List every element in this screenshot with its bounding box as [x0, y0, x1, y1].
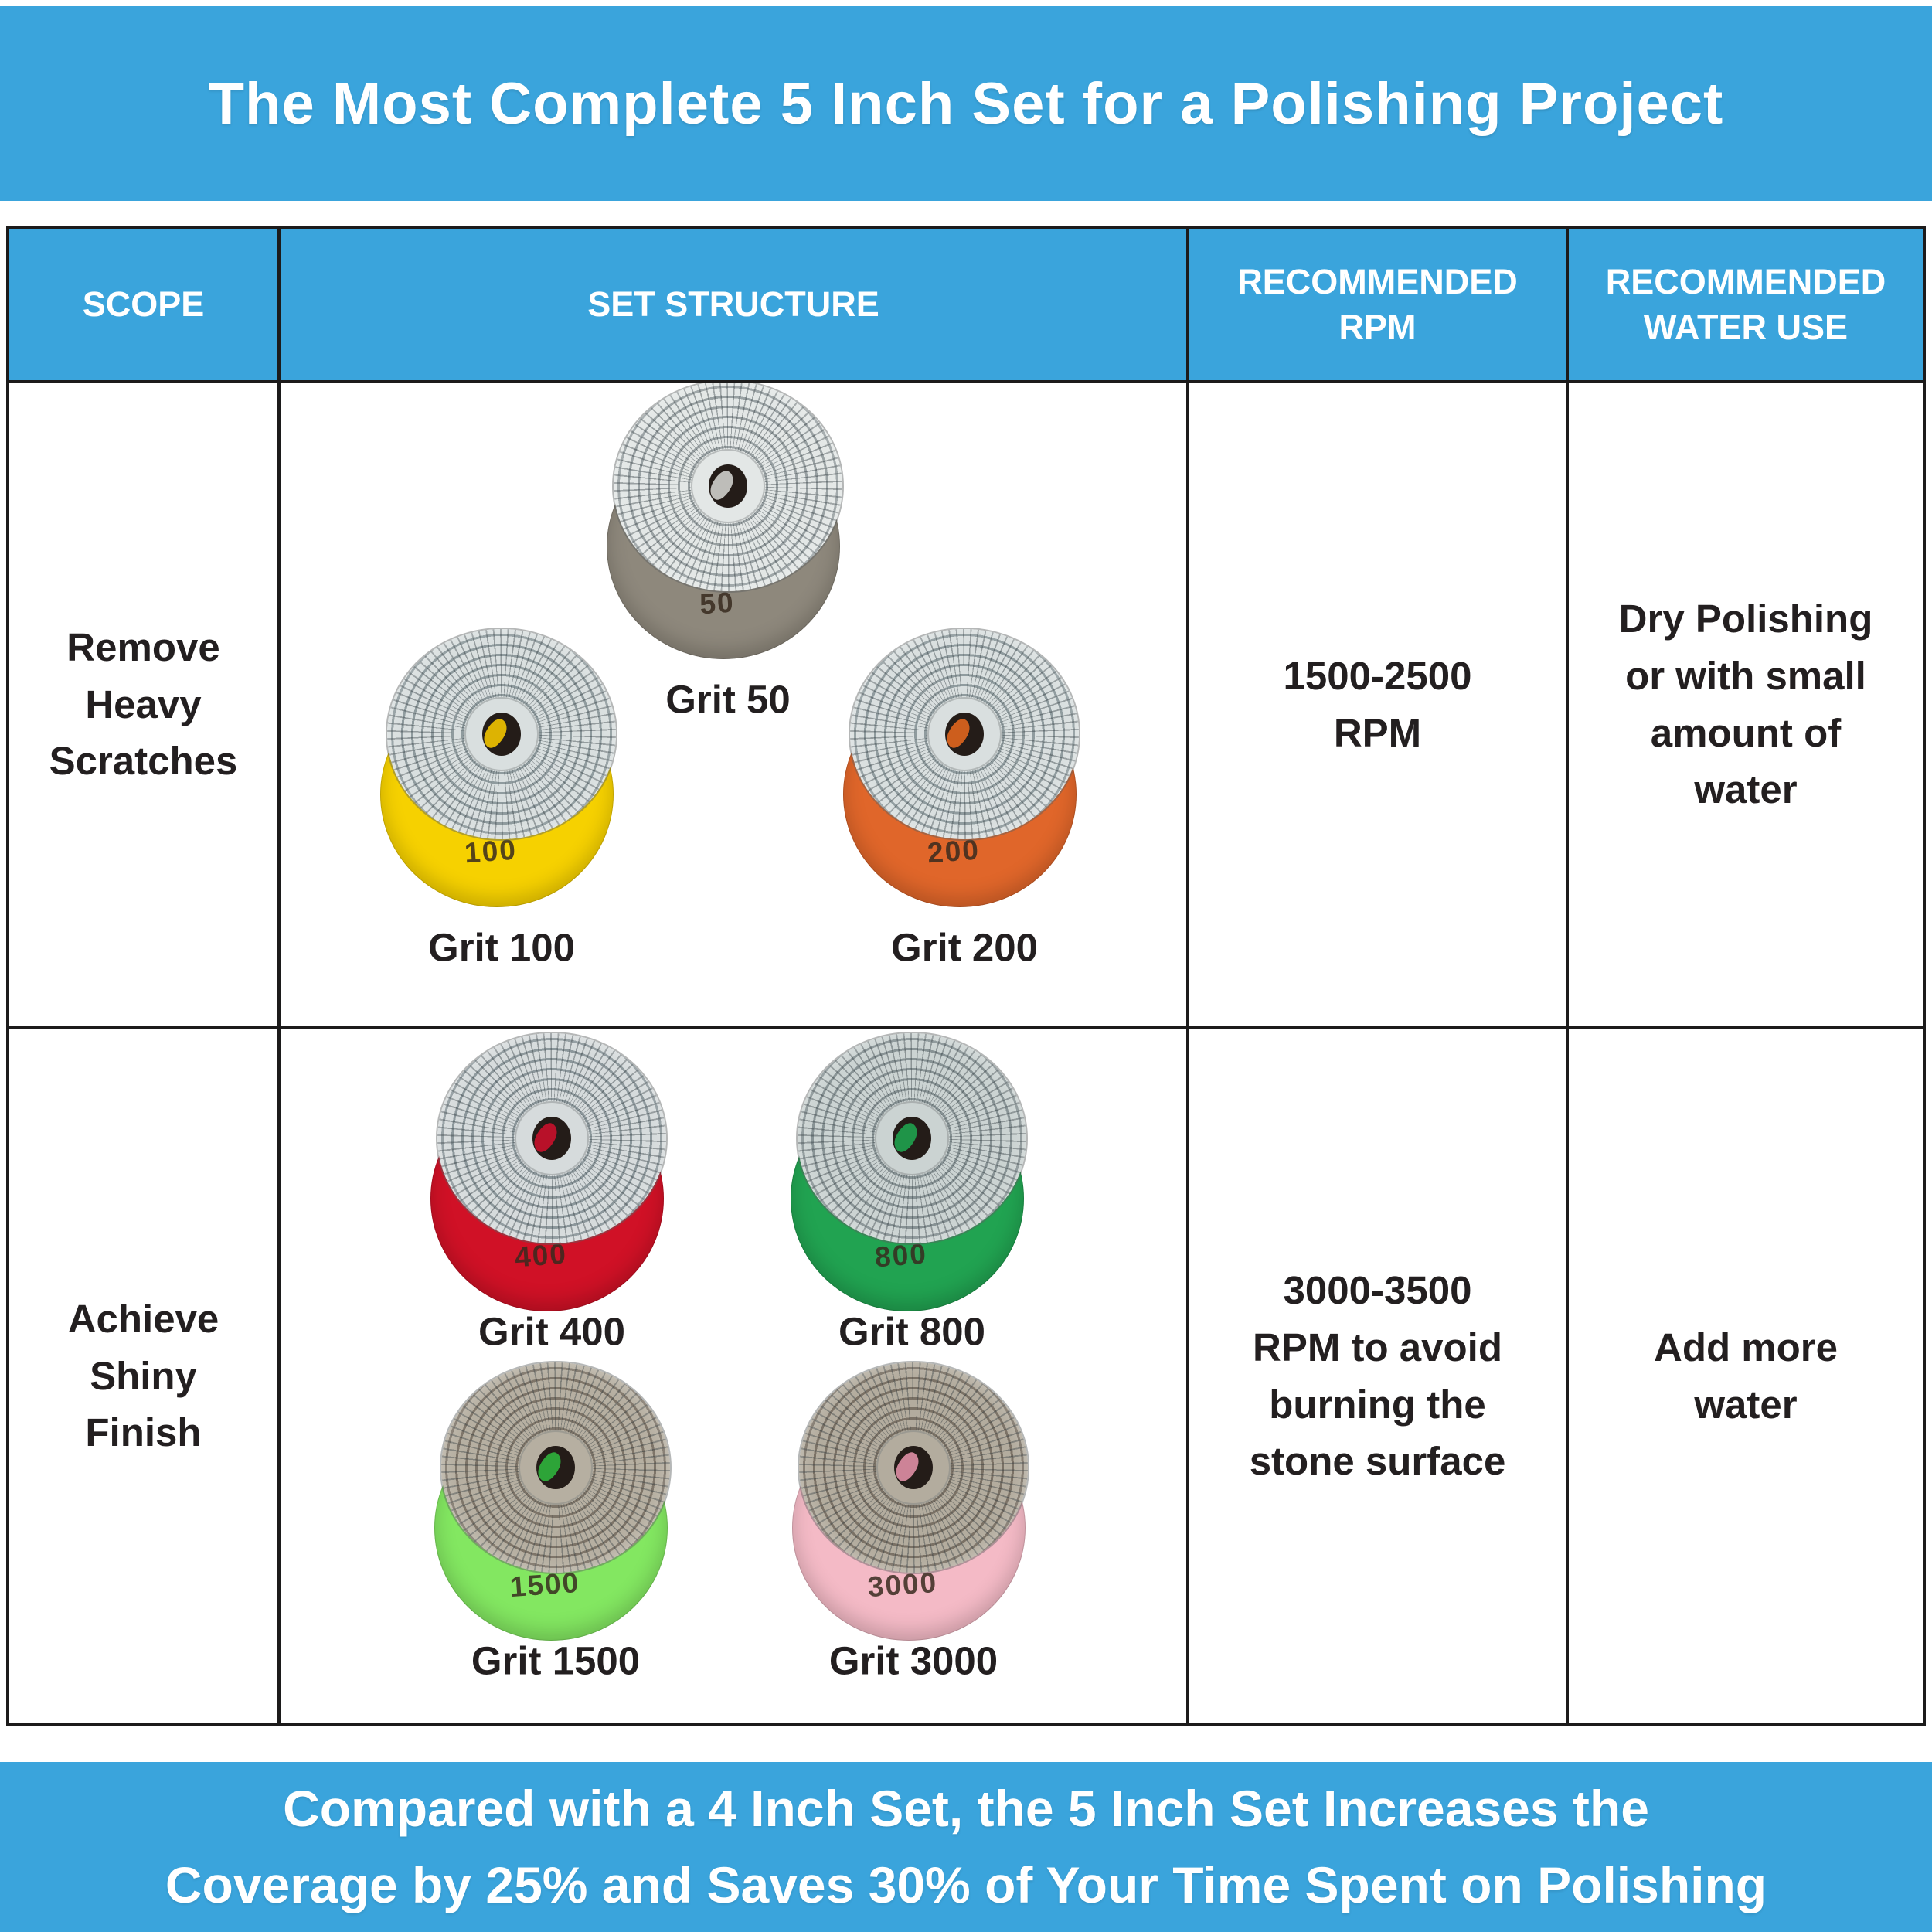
disc-center-hole — [894, 1446, 933, 1489]
set-structure-cell-row2: 400 Grit 400 800 Grit 80 — [281, 1029, 1186, 1723]
rpm-cell-row1: 1500-2500 RPM — [1189, 383, 1566, 1026]
diamond-disc — [387, 629, 616, 839]
swirl-logo-icon — [536, 1448, 565, 1485]
scope-cell-row2: Achieve Shiny Finish — [9, 1029, 277, 1723]
footer-text-line1: Compared with a 4 Inch Set, the 5 Inch S… — [283, 1780, 1649, 1837]
water-cell-row1: Dry Polishing or with small amount of wa… — [1569, 383, 1923, 1026]
pad-grit-label: Grit 200 — [891, 925, 1038, 970]
diamond-disc — [437, 1033, 666, 1243]
grit-number: 200 — [926, 833, 981, 869]
swirl-logo-icon — [894, 1448, 923, 1485]
disc-center-hole — [482, 713, 521, 756]
header-banner: The Most Complete 5 Inch Set for a Polis… — [0, 6, 1932, 201]
swirl-logo-icon — [893, 1119, 921, 1156]
disc-center-hole — [893, 1117, 931, 1160]
diamond-disc — [798, 1033, 1026, 1243]
set-structure-cell-row1: 50 Grit 50 100 Grit 100 — [281, 383, 1186, 1026]
swirl-logo-icon — [482, 715, 511, 752]
diamond-disc — [441, 1362, 670, 1573]
poster-title: The Most Complete 5 Inch Set for a Polis… — [208, 70, 1724, 137]
diamond-disc — [850, 629, 1079, 839]
pad-grit-label: Grit 800 — [838, 1309, 985, 1354]
grit-number: 50 — [699, 586, 736, 621]
pad-grit-label: Grit 400 — [478, 1309, 625, 1354]
pad-grit-label: Grit 3000 — [828, 1638, 998, 1683]
disc-center-hole — [532, 1117, 571, 1160]
disc-center-hole — [709, 464, 747, 508]
disc-center-hole — [945, 713, 984, 756]
water-cell-row2: Add more water — [1569, 1029, 1923, 1723]
scope-cell-row1: Remove Heavy Scratches — [9, 383, 277, 1026]
pad-grit-label: Grit 1500 — [471, 1638, 641, 1683]
swirl-logo-icon — [709, 467, 737, 504]
diamond-disc — [799, 1362, 1028, 1573]
disc-center-hole — [536, 1446, 575, 1489]
grit-number: 100 — [463, 833, 519, 869]
pad-grit-label: Grit 100 — [428, 925, 575, 970]
footer-text-line2: Coverage by 25% and Saves 30% of Your Ti… — [165, 1856, 1767, 1913]
swirl-logo-icon — [945, 715, 974, 752]
column-header-recommended-water-use: RECOMMENDED WATER USE — [1569, 229, 1923, 380]
column-header-set-structure: SET STRUCTURE — [281, 229, 1186, 380]
comparison-table: SCOPE SET STRUCTURE RECOMMENDED RPM RECO… — [6, 226, 1926, 1726]
column-header-scope: SCOPE — [9, 229, 277, 380]
rpm-cell-row2: 3000-3500 RPM to avoid burning the stone… — [1189, 1029, 1566, 1723]
column-header-recommended-rpm: RECOMMENDED RPM — [1189, 229, 1566, 380]
footer-banner: Compared with a 4 Inch Set, the 5 Inch S… — [0, 1762, 1932, 1932]
pad-grit-label: Grit 50 — [665, 677, 791, 722]
swirl-logo-icon — [532, 1119, 561, 1156]
grit-number: 800 — [873, 1237, 929, 1274]
grit-number: 400 — [513, 1237, 569, 1274]
diamond-disc — [614, 383, 842, 591]
